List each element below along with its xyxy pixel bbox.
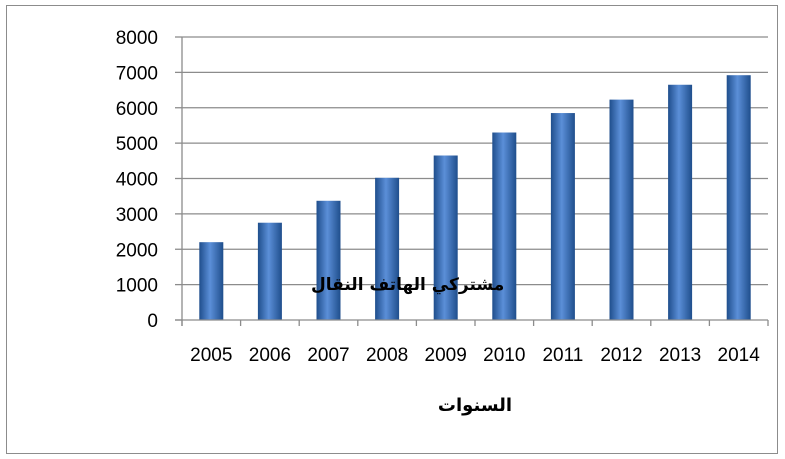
x-tick-label-2013: 2013 xyxy=(659,345,701,366)
bar-2009 xyxy=(433,155,458,320)
bar-2010 xyxy=(492,132,517,320)
y-tick-label-8000: 8000 xyxy=(116,28,158,49)
x-tick-label-2009: 2009 xyxy=(425,345,467,366)
x-tick-label-2010: 2010 xyxy=(483,345,525,366)
bar-2014 xyxy=(726,75,751,320)
y-tick-label-5000: 5000 xyxy=(116,134,158,155)
bars-group xyxy=(199,75,751,321)
y-tick-label-3000: 3000 xyxy=(116,205,158,226)
y-tick-label-6000: 6000 xyxy=(116,99,158,120)
x-tick-label-2008: 2008 xyxy=(366,345,408,366)
axes-group xyxy=(175,36,769,326)
y-tick-labels: 0 1000 2000 3000 4000 5000 6000 7000 8000 xyxy=(116,28,158,332)
x-tick-label-2006: 2006 xyxy=(249,345,291,366)
y-tick-label-2000: 2000 xyxy=(116,240,158,261)
x-tick-label-2014: 2014 xyxy=(718,345,761,366)
y-tick-label-0: 0 xyxy=(147,311,158,332)
bar-2005 xyxy=(199,242,224,320)
x-tick-label-2005: 2005 xyxy=(190,345,232,366)
y-tick-label-1000: 1000 xyxy=(116,276,158,297)
bar-2013 xyxy=(668,84,693,320)
bar-2007 xyxy=(316,200,341,320)
x-axis-label: السنوات xyxy=(438,395,512,416)
x-tick-labels: 2005 2006 2007 2008 2009 2010 2011 2012 2013 2014 xyxy=(190,345,760,366)
x-tick-label-2012: 2012 xyxy=(600,345,642,366)
x-tick-label-2011: 2011 xyxy=(542,345,583,366)
y-tick-label-4000: 4000 xyxy=(116,170,158,191)
x-tick-label-2007: 2007 xyxy=(307,345,349,366)
bar-2012 xyxy=(609,99,634,321)
chart-frame xyxy=(6,5,778,454)
bar-2008 xyxy=(375,177,400,320)
y-tick-label-7000: 7000 xyxy=(116,63,158,84)
bar-2011 xyxy=(550,113,575,321)
y-axis-label: مشتركي الهاتف النقال xyxy=(311,275,504,295)
bar-2006 xyxy=(257,222,282,320)
